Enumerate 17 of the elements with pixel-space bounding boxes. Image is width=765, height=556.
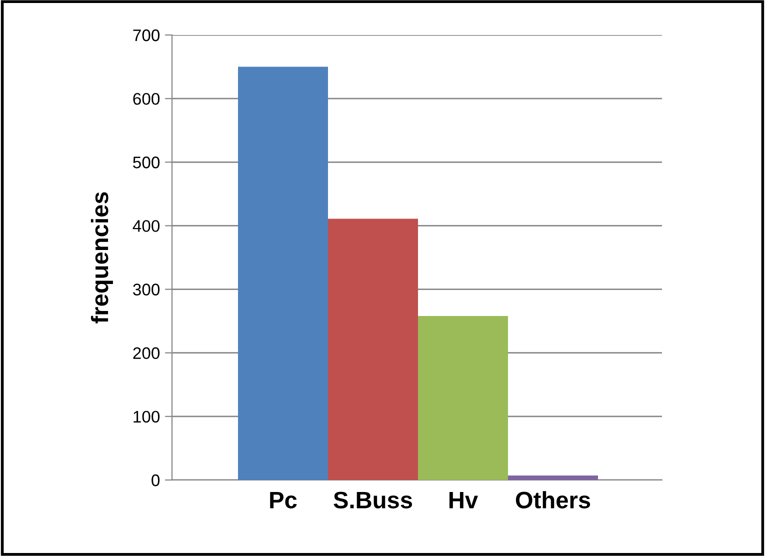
x-tick-label: S.Buss: [334, 492, 412, 508]
bar: [508, 476, 598, 480]
x-tick-label: Pc: [270, 492, 297, 508]
y-tick-label: 300: [133, 284, 160, 296]
bar: [418, 316, 508, 480]
y-tick-label: 600: [133, 92, 160, 105]
y-tick-label: 200: [133, 347, 160, 360]
y-axis-title: frequencies: [90, 192, 113, 324]
y-tick-label: 500: [133, 156, 160, 168]
y-tick-label: 400: [132, 220, 160, 232]
x-tick-label: Hv: [449, 492, 478, 508]
bar: [238, 66, 328, 480]
x-tick-label: Others: [516, 491, 590, 508]
y-tick-label: 700: [133, 29, 160, 42]
y-tick-label: 0: [152, 474, 160, 486]
y-tick-label: 100: [134, 410, 160, 423]
bar: [328, 218, 418, 480]
